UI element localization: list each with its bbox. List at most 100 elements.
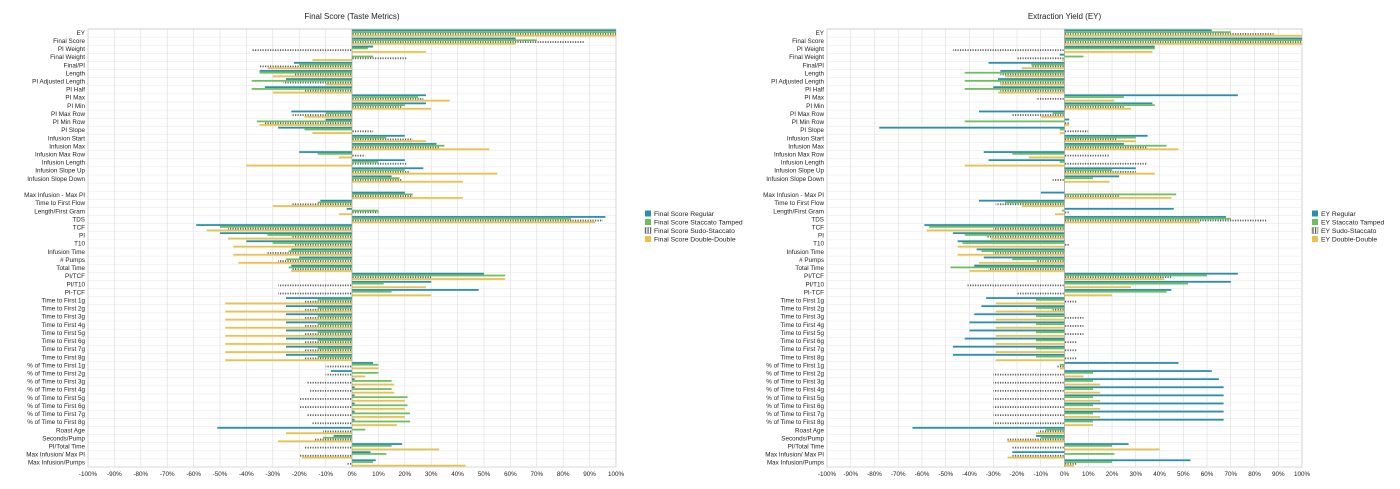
category-label: PI Min xyxy=(806,103,824,110)
bar xyxy=(1064,453,1115,455)
category-label: PI Max Row xyxy=(790,111,824,118)
bar xyxy=(1007,456,1065,459)
bar xyxy=(979,199,1065,202)
category-label: Infusion Start xyxy=(787,135,824,142)
bar xyxy=(225,302,352,305)
bar xyxy=(309,389,352,392)
category-label: % of Time to First 7g xyxy=(766,411,824,418)
category-label: Length/First Gram xyxy=(34,208,85,215)
category-label: Infusion Slope Down xyxy=(766,176,824,183)
bar xyxy=(288,266,352,269)
bar xyxy=(969,321,1065,324)
bar xyxy=(352,459,376,462)
category-label: Seconds/Pump xyxy=(781,435,824,442)
bar xyxy=(1021,67,1065,70)
category-label: PI/Total Time xyxy=(49,444,86,451)
bar xyxy=(1064,383,1101,386)
bar xyxy=(1064,104,1155,107)
category-label: TDS xyxy=(811,216,824,223)
bar xyxy=(1064,424,1093,426)
bar xyxy=(286,432,352,435)
bar xyxy=(1059,53,1065,56)
legend-label: EY Double-Double xyxy=(1321,237,1377,244)
x-tick-label: 50% xyxy=(1177,471,1190,478)
bar xyxy=(993,406,1065,408)
bar xyxy=(1064,170,1136,173)
category-label: % of Time to First 3g xyxy=(766,379,824,386)
bar xyxy=(1064,396,1093,399)
x-tick-label: 100% xyxy=(1294,471,1311,478)
bar xyxy=(352,219,603,222)
category-label: Infusion Length xyxy=(42,160,86,167)
bar xyxy=(220,232,352,235)
bar xyxy=(1007,438,1065,441)
bar xyxy=(1028,156,1065,159)
bar xyxy=(352,107,432,110)
bar xyxy=(278,260,352,262)
bar xyxy=(352,464,466,467)
bar xyxy=(352,42,516,45)
bar xyxy=(352,106,403,108)
bar xyxy=(1064,154,1110,157)
x-tick-label: -20% xyxy=(292,471,307,478)
bar xyxy=(338,213,352,216)
bar xyxy=(1036,323,1065,326)
bar xyxy=(1059,161,1065,163)
bar xyxy=(352,363,379,366)
bar xyxy=(1064,290,1167,293)
bar xyxy=(995,302,1065,305)
bar xyxy=(988,268,1065,271)
bar xyxy=(993,86,1065,89)
x-tick-label: 80% xyxy=(1248,471,1261,478)
bar xyxy=(1064,211,1070,214)
bar xyxy=(352,134,405,137)
x-tick-label: 0% xyxy=(347,471,357,478)
category-label: Time to First 8g xyxy=(780,354,824,361)
bar xyxy=(352,362,374,364)
bar xyxy=(1012,454,1065,457)
bar xyxy=(246,240,352,243)
bar xyxy=(352,451,371,454)
category-label: Time to First 7g xyxy=(41,346,85,353)
bar xyxy=(1038,430,1065,433)
x-tick-label: -40% xyxy=(962,471,977,478)
bar xyxy=(1017,292,1065,295)
bar xyxy=(227,237,352,240)
x-tick-label: -50% xyxy=(938,471,953,478)
bar xyxy=(352,367,379,370)
bar xyxy=(1000,70,1065,72)
category-label: Time to First 2g xyxy=(780,306,824,313)
category-label: EY xyxy=(816,30,825,37)
bar xyxy=(1064,300,1077,303)
bar xyxy=(1005,201,1065,204)
bar xyxy=(251,79,352,82)
category-label: # Pumps xyxy=(799,257,824,264)
bar xyxy=(325,118,352,121)
legend-swatch xyxy=(1312,236,1318,242)
bar xyxy=(912,426,1065,429)
x-tick-label: -60% xyxy=(186,471,201,478)
bar xyxy=(1000,89,1065,92)
bar xyxy=(974,264,1065,267)
bar xyxy=(1021,205,1065,207)
bar xyxy=(352,407,405,410)
chart-title: Final Score (Taste Metrics) xyxy=(304,12,399,21)
bar xyxy=(352,130,374,133)
category-label: % of Time to First 8g xyxy=(766,419,824,426)
bar xyxy=(1064,289,1172,291)
x-tick-label: 60% xyxy=(504,471,517,478)
bar xyxy=(352,420,411,423)
x-tick-label: -60% xyxy=(915,471,930,478)
bar xyxy=(352,416,405,418)
category-label: Final/PI xyxy=(64,62,86,69)
bar xyxy=(986,235,1065,238)
bar xyxy=(995,359,1065,362)
bar xyxy=(1036,339,1065,342)
bar xyxy=(1064,412,1093,415)
bar xyxy=(1064,444,1112,447)
category-label: Final Score xyxy=(53,38,85,45)
bar xyxy=(983,151,1065,153)
category-label: PI-TCF xyxy=(804,289,824,296)
bar xyxy=(352,410,355,413)
